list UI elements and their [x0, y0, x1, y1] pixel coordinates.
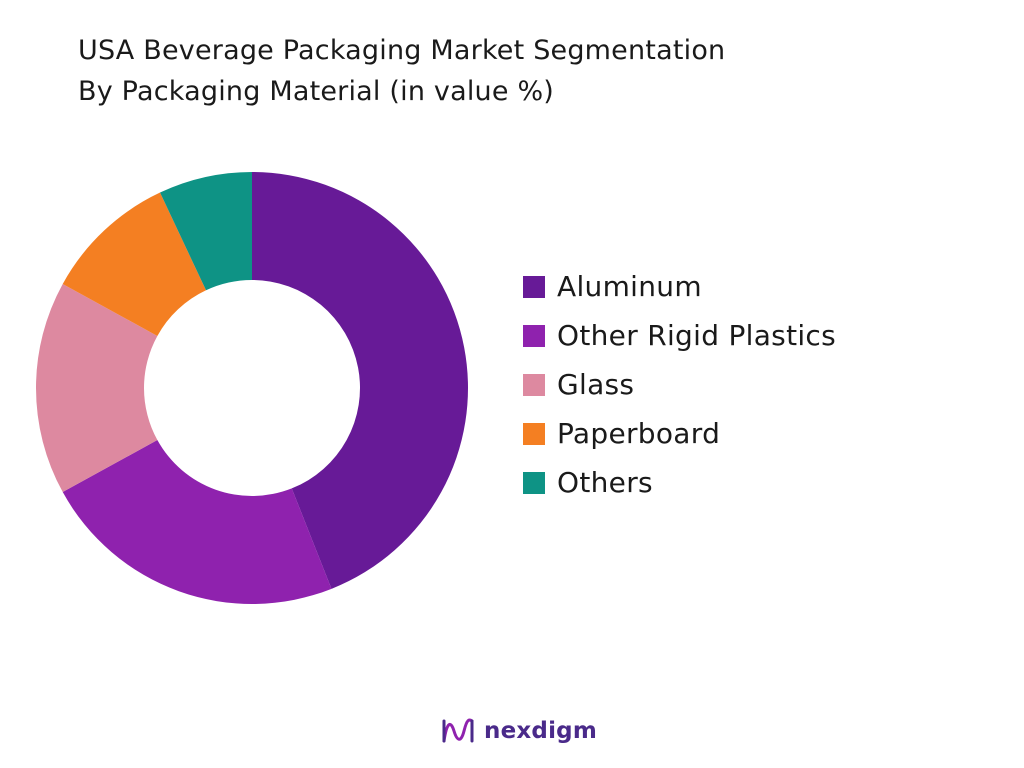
legend-label: Glass — [557, 368, 635, 401]
brand-name: nexdigm — [484, 718, 597, 744]
legend-item: Others — [523, 458, 836, 507]
legend-label: Aluminum — [557, 270, 702, 303]
legend-item: Aluminum — [523, 262, 836, 311]
legend-item: Paperboard — [523, 409, 836, 458]
legend-swatch — [523, 373, 545, 396]
brand-logo: nexdigm — [440, 713, 597, 749]
donut-slice-paperboard — [62, 192, 207, 336]
donut-slice-others — [160, 172, 252, 291]
legend-swatch — [523, 422, 545, 445]
chart-title-line-2: By Packaging Material (in value %) — [78, 76, 555, 107]
legend-item: Glass — [523, 360, 836, 409]
legend-swatch — [523, 275, 545, 298]
chart-title-line-1: USA Beverage Packaging Market Segmentati… — [78, 35, 726, 66]
legend-swatch — [523, 324, 545, 347]
chart-title: USA Beverage Packaging Market Segmentati… — [78, 30, 725, 112]
donut-slice-glass — [36, 283, 158, 493]
legend-label: Others — [557, 466, 653, 499]
donut-slice-aluminum — [252, 172, 468, 589]
chart-legend: Aluminum Other Rigid Plastics Glass Paperbo… — [523, 262, 836, 507]
donut-slice-other-rigid-plastics — [62, 440, 332, 604]
nexdigm-logo-icon — [442, 718, 474, 743]
legend-label: Other Rigid Plastics — [557, 319, 837, 352]
legend-item: Other Rigid Plastics — [523, 311, 836, 360]
legend-label: Paperboard — [557, 417, 721, 450]
legend-swatch — [523, 471, 545, 494]
donut-chart — [36, 172, 468, 604]
